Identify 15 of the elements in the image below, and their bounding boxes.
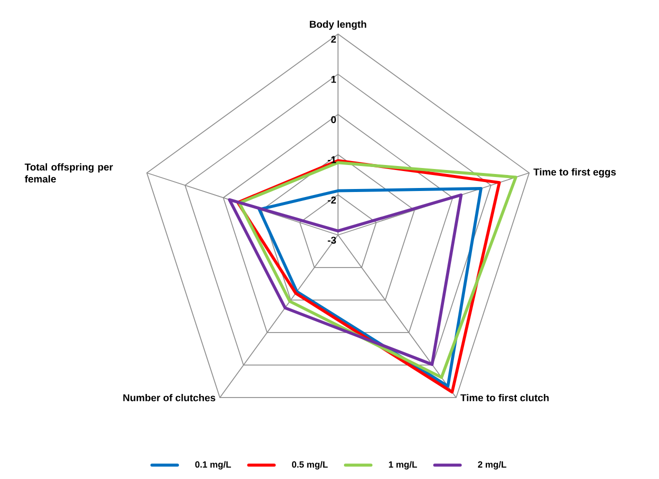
y-tick-label: -2 (328, 196, 336, 204)
spoke-label: Total offspring per female (24, 163, 113, 183)
legend-label: 0.1 mg/L (195, 461, 231, 470)
y-tick-label: -1 (328, 156, 336, 164)
legend-label: 0.5 mg/L (292, 461, 328, 470)
legend-label: 2 mg/L (478, 461, 506, 470)
spoke-label: Time to first clutch (460, 394, 549, 402)
y-tick-label: 2 (331, 36, 336, 43)
spoke-label: Time to first eggs (533, 168, 616, 178)
y-tick-label: -3 (328, 236, 336, 244)
y-tick-label: 1 (331, 76, 336, 83)
legend-label: 1 mg/L (388, 461, 418, 470)
spoke-label: Body length (310, 20, 366, 30)
spoke-label: Number of clutches (123, 394, 216, 402)
y-tick-label: 0 (331, 116, 336, 124)
